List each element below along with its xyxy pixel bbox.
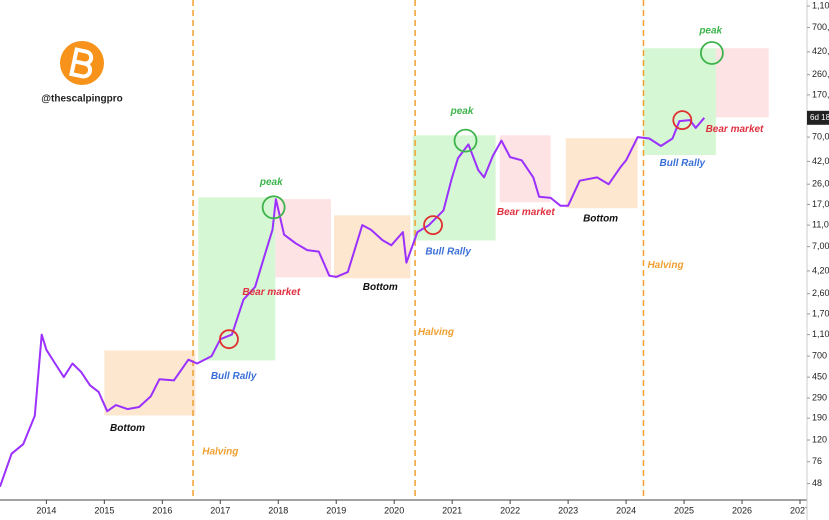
annotation: Bottom [583, 213, 618, 224]
annotation: peak [450, 106, 474, 117]
zone [333, 215, 411, 279]
y-tick-label: 76 [812, 456, 822, 466]
annotation: Bull Rally [660, 158, 706, 169]
annotation: Halving [202, 446, 238, 457]
x-tick-label: 2019 [326, 505, 346, 515]
y-tick-label: 4,200 [812, 265, 829, 275]
price-tag-box [807, 110, 829, 125]
annotation: Halving [418, 327, 454, 338]
zone [715, 48, 769, 118]
highlight-circle [261, 195, 286, 220]
y-tick-label: 26,000 [812, 179, 829, 189]
annotation: peak [259, 177, 283, 188]
x-tick-label: 2026 [732, 505, 752, 515]
y-tick-label: 420,000 [812, 46, 829, 56]
annotation: Bottom [110, 423, 145, 434]
x-tick-label: 2020 [384, 505, 404, 515]
x-tick-label: 2022 [500, 505, 520, 515]
zone [412, 135, 496, 241]
zone [565, 138, 638, 209]
y-tick-label: 190 [812, 413, 827, 423]
y-tick-label: 11,000 [812, 219, 829, 229]
y-tick-label: 290 [812, 392, 827, 402]
y-tick-label: 48 [812, 478, 822, 488]
price-line [0, 117, 706, 488]
zone [275, 199, 332, 278]
y-tick-label: 260,000 [812, 69, 829, 79]
x-tick-label: 2025 [674, 505, 694, 515]
x-tick-label: 2021 [442, 505, 462, 515]
x-tick-label: 2023 [558, 505, 578, 515]
y-tick-label: 2,600 [812, 288, 829, 298]
annotation: peak [698, 26, 722, 37]
highlight-circle [453, 128, 478, 153]
y-tick-label: 120 [812, 434, 827, 444]
y-tick-label: 42,000 [812, 156, 829, 166]
annotation: Bear market [497, 207, 555, 218]
bitcoin-logo [60, 41, 104, 85]
zone [643, 48, 716, 156]
background-layer [104, 0, 769, 500]
x-tick-label: 2016 [152, 505, 172, 515]
y-tick-label: 700 [812, 351, 827, 361]
y-axis-panel [807, 0, 829, 520]
highlight-circle [672, 110, 693, 131]
annotation: Bull Rally [425, 246, 471, 257]
x-tick-label: 2024 [616, 505, 636, 515]
y-tick-label: 700,000 [812, 22, 829, 32]
annotation: Bottom [363, 282, 398, 293]
y-tick-label: 70,000 [812, 131, 829, 141]
y-tick-label: 1,100,000 [812, 0, 829, 10]
handle: @thescalpingpro [41, 94, 122, 105]
annotation: Bear market [242, 287, 300, 298]
annotation: Halving [647, 260, 683, 271]
zone [499, 135, 551, 203]
x-tick-label: 2015 [94, 505, 114, 515]
y-tick-label: 170,000 [812, 89, 829, 99]
annotation: Bull Rally [211, 371, 257, 382]
highlight-circle [423, 215, 443, 236]
x-tick-label: 2027 [790, 505, 810, 515]
y-tick-label: 7,000 [812, 241, 829, 251]
y-tick-label: 450 [812, 372, 827, 382]
x-tick-label: 2017 [210, 505, 230, 515]
y-tick-label: 1,700 [812, 308, 829, 318]
x-tick-label: 2018 [268, 505, 288, 515]
annotation: Bear market [706, 124, 764, 135]
y-tick-label: 1,100 [812, 329, 829, 339]
x-tick-label: 2014 [36, 505, 56, 515]
y-tick-label: 17,000 [812, 199, 829, 209]
highlight-circle [699, 41, 724, 65]
highlight-circle [219, 329, 239, 350]
zone [104, 350, 196, 416]
price-tag: 6d 18h [810, 113, 829, 122]
